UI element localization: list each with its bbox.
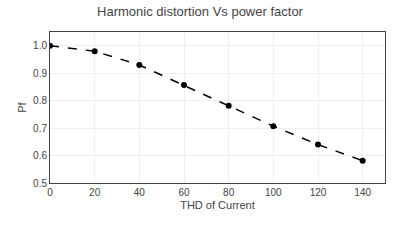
svg-text:40: 40	[134, 187, 146, 198]
svg-text:0.9: 0.9	[33, 68, 47, 79]
svg-text:0.5: 0.5	[33, 178, 47, 189]
svg-text:80: 80	[223, 187, 235, 198]
svg-text:Harmonic distortion Vs power f: Harmonic distortion Vs power factor	[97, 4, 304, 19]
svg-text:0.7: 0.7	[33, 123, 47, 134]
svg-text:20: 20	[89, 187, 101, 198]
svg-text:0.6: 0.6	[33, 150, 47, 161]
svg-text:0: 0	[47, 187, 53, 198]
svg-text:60: 60	[178, 187, 190, 198]
svg-text:120: 120	[310, 187, 327, 198]
svg-text:140: 140	[354, 187, 371, 198]
svg-text:1.0: 1.0	[33, 40, 47, 51]
svg-text:Pf: Pf	[16, 101, 28, 112]
svg-text:100: 100	[265, 187, 282, 198]
svg-text:THD of Current: THD of Current	[180, 199, 255, 211]
svg-text:0.8: 0.8	[33, 95, 47, 106]
